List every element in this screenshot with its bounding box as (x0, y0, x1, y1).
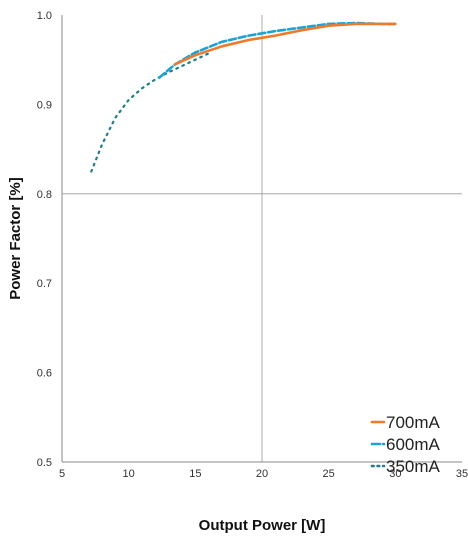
y-tick-label: 0.9 (37, 99, 52, 111)
y-axis-title: Power Factor [%] (7, 177, 24, 300)
x-tick-label: 25 (323, 468, 335, 480)
y-tick-label: 0.7 (37, 278, 52, 290)
x-axis-title: Output Power [W] (199, 517, 326, 534)
legend-label-700mA: 700mA (386, 413, 441, 432)
x-tick-label: 30 (389, 468, 401, 480)
axes (61, 15, 462, 463)
grid-lines (62, 15, 462, 462)
x-tick-label: 5 (59, 468, 65, 480)
legend: 700mA 600mA 350mA (370, 413, 441, 476)
y-tick-label: 0.6 (37, 368, 52, 380)
series-line-600mA (158, 21, 397, 79)
series-line-350mA (90, 52, 210, 173)
tick-labels: 5 10 15 20 25 30 35 0.5 0.6 0.7 0.8 0.9 1.0 (37, 10, 468, 480)
series-line-700mA (174, 22, 397, 66)
x-tick-label: 20 (256, 468, 268, 480)
legend-label-600mA: 600mA (386, 435, 441, 454)
y-tick-label: 0.5 (37, 457, 52, 469)
y-tick-label: 1.0 (37, 10, 52, 22)
x-tick-label: 35 (456, 468, 468, 480)
x-tick-label: 10 (123, 468, 135, 480)
x-tick-label: 15 (189, 468, 201, 480)
y-tick-label: 0.8 (37, 189, 52, 201)
series-group (90, 21, 397, 173)
legend-label-350mA: 350mA (386, 457, 441, 476)
